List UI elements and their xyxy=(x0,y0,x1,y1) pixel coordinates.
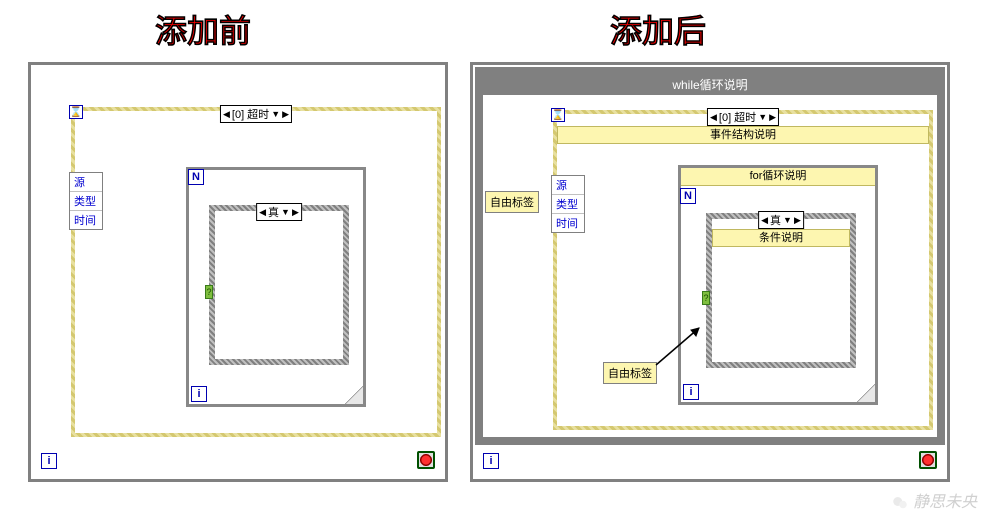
chevron-down-icon[interactable]: ▼ xyxy=(271,109,280,119)
node-time: 时间 xyxy=(70,211,102,229)
while-loop-right[interactable]: while循环说明 自由标签 ⌛ ◀ [0] 超时 ▼ ▶ 事件结构说明 源 类… xyxy=(475,67,945,445)
node-source: 源 xyxy=(552,176,584,195)
case-label: 条件说明 xyxy=(712,229,850,247)
watermark-text: 静思未央 xyxy=(913,494,977,511)
node-type: 类型 xyxy=(552,195,584,214)
event-selector-text: [0] 超时 xyxy=(232,106,269,122)
for-loop-left[interactable]: N ◀ 真 ▼ ▶ ? i xyxy=(186,167,366,407)
case-structure-left[interactable]: ◀ 真 ▼ ▶ ? xyxy=(209,205,349,365)
event-case-selector-right[interactable]: ◀ [0] 超时 ▼ ▶ xyxy=(707,108,779,126)
free-label-outer[interactable]: 自由标签 xyxy=(485,191,539,213)
while-loop-label: while循环说明 xyxy=(483,75,937,95)
stop-button-right[interactable] xyxy=(919,451,937,469)
free-label-inner[interactable]: 自由标签 xyxy=(603,362,657,384)
watermark: 静思未央 xyxy=(891,488,977,512)
chevron-right-icon[interactable]: ▶ xyxy=(794,215,801,226)
for-loop-label: for循环说明 xyxy=(681,168,875,186)
chevron-left-icon[interactable]: ◀ xyxy=(223,109,230,120)
chevron-right-icon[interactable]: ▶ xyxy=(282,109,289,120)
event-data-node-left[interactable]: 源 类型 时间 xyxy=(69,172,103,230)
case-selector-left[interactable]: ◀ 真 ▼ ▶ xyxy=(256,203,302,221)
event-pin-right[interactable]: ⌛ xyxy=(551,108,565,122)
title-after: 添加后 xyxy=(610,6,706,52)
event-pin-left[interactable]: ⌛ xyxy=(69,105,83,119)
n-terminal-icon[interactable]: N xyxy=(680,188,696,204)
event-case-selector-left[interactable]: ◀ [0] 超时 ▼ ▶ xyxy=(220,105,292,123)
i-terminal-icon[interactable]: i xyxy=(191,386,207,402)
while-i-terminal-right[interactable]: i xyxy=(483,453,499,469)
case-selector-text: 真 xyxy=(770,212,781,228)
node-type: 类型 xyxy=(70,192,102,211)
case-inner xyxy=(215,211,343,359)
chevron-left-icon[interactable]: ◀ xyxy=(710,112,717,123)
case-selector-terminal-icon[interactable]: ? xyxy=(205,285,213,299)
case-selector-text: 真 xyxy=(268,204,279,220)
while-i-terminal-left[interactable]: i xyxy=(41,453,57,469)
chevron-right-icon[interactable]: ▶ xyxy=(292,207,299,218)
n-terminal-icon[interactable]: N xyxy=(188,169,204,185)
event-selector-text: [0] 超时 xyxy=(719,109,756,125)
chevron-left-icon[interactable]: ◀ xyxy=(761,215,768,226)
i-terminal-icon[interactable]: i xyxy=(683,384,699,400)
chevron-down-icon[interactable]: ▼ xyxy=(281,207,290,217)
pin-icon: ⌛ xyxy=(70,107,82,118)
wechat-icon xyxy=(891,494,909,512)
chevron-left-icon[interactable]: ◀ xyxy=(259,207,266,218)
event-structure-right[interactable]: ⌛ ◀ [0] 超时 ▼ ▶ 事件结构说明 源 类型 时间 for循环说明 N xyxy=(553,110,933,430)
pin-icon: ⌛ xyxy=(552,110,564,121)
chevron-right-icon[interactable]: ▶ xyxy=(769,112,776,123)
stop-button-left[interactable] xyxy=(417,451,435,469)
event-structure-left[interactable]: ⌛ ◀ [0] 超时 ▼ ▶ 源 类型 时间 N ◀ 真 ▼ ▶ xyxy=(71,107,441,437)
event-data-node-right[interactable]: 源 类型 时间 xyxy=(551,175,585,233)
node-source: 源 xyxy=(70,173,102,192)
case-selector-right[interactable]: ◀ 真 ▼ ▶ xyxy=(758,211,804,229)
folded-corner-icon xyxy=(345,386,363,404)
case-structure-right[interactable]: ◀ 真 ▼ ▶ 条件说明 ? xyxy=(706,213,856,368)
chevron-down-icon[interactable]: ▼ xyxy=(758,112,767,122)
arrow-icon xyxy=(651,320,711,370)
panel-before: ⌛ ◀ [0] 超时 ▼ ▶ 源 类型 时间 N ◀ 真 ▼ ▶ xyxy=(28,62,448,482)
case-selector-terminal-icon[interactable]: ? xyxy=(702,291,710,305)
title-before: 添加前 xyxy=(155,6,251,52)
chevron-down-icon[interactable]: ▼ xyxy=(783,215,792,225)
folded-corner-icon xyxy=(857,384,875,402)
panel-after: while循环说明 自由标签 ⌛ ◀ [0] 超时 ▼ ▶ 事件结构说明 源 类… xyxy=(470,62,950,482)
event-structure-label: 事件结构说明 xyxy=(557,126,929,144)
node-time: 时间 xyxy=(552,214,584,232)
